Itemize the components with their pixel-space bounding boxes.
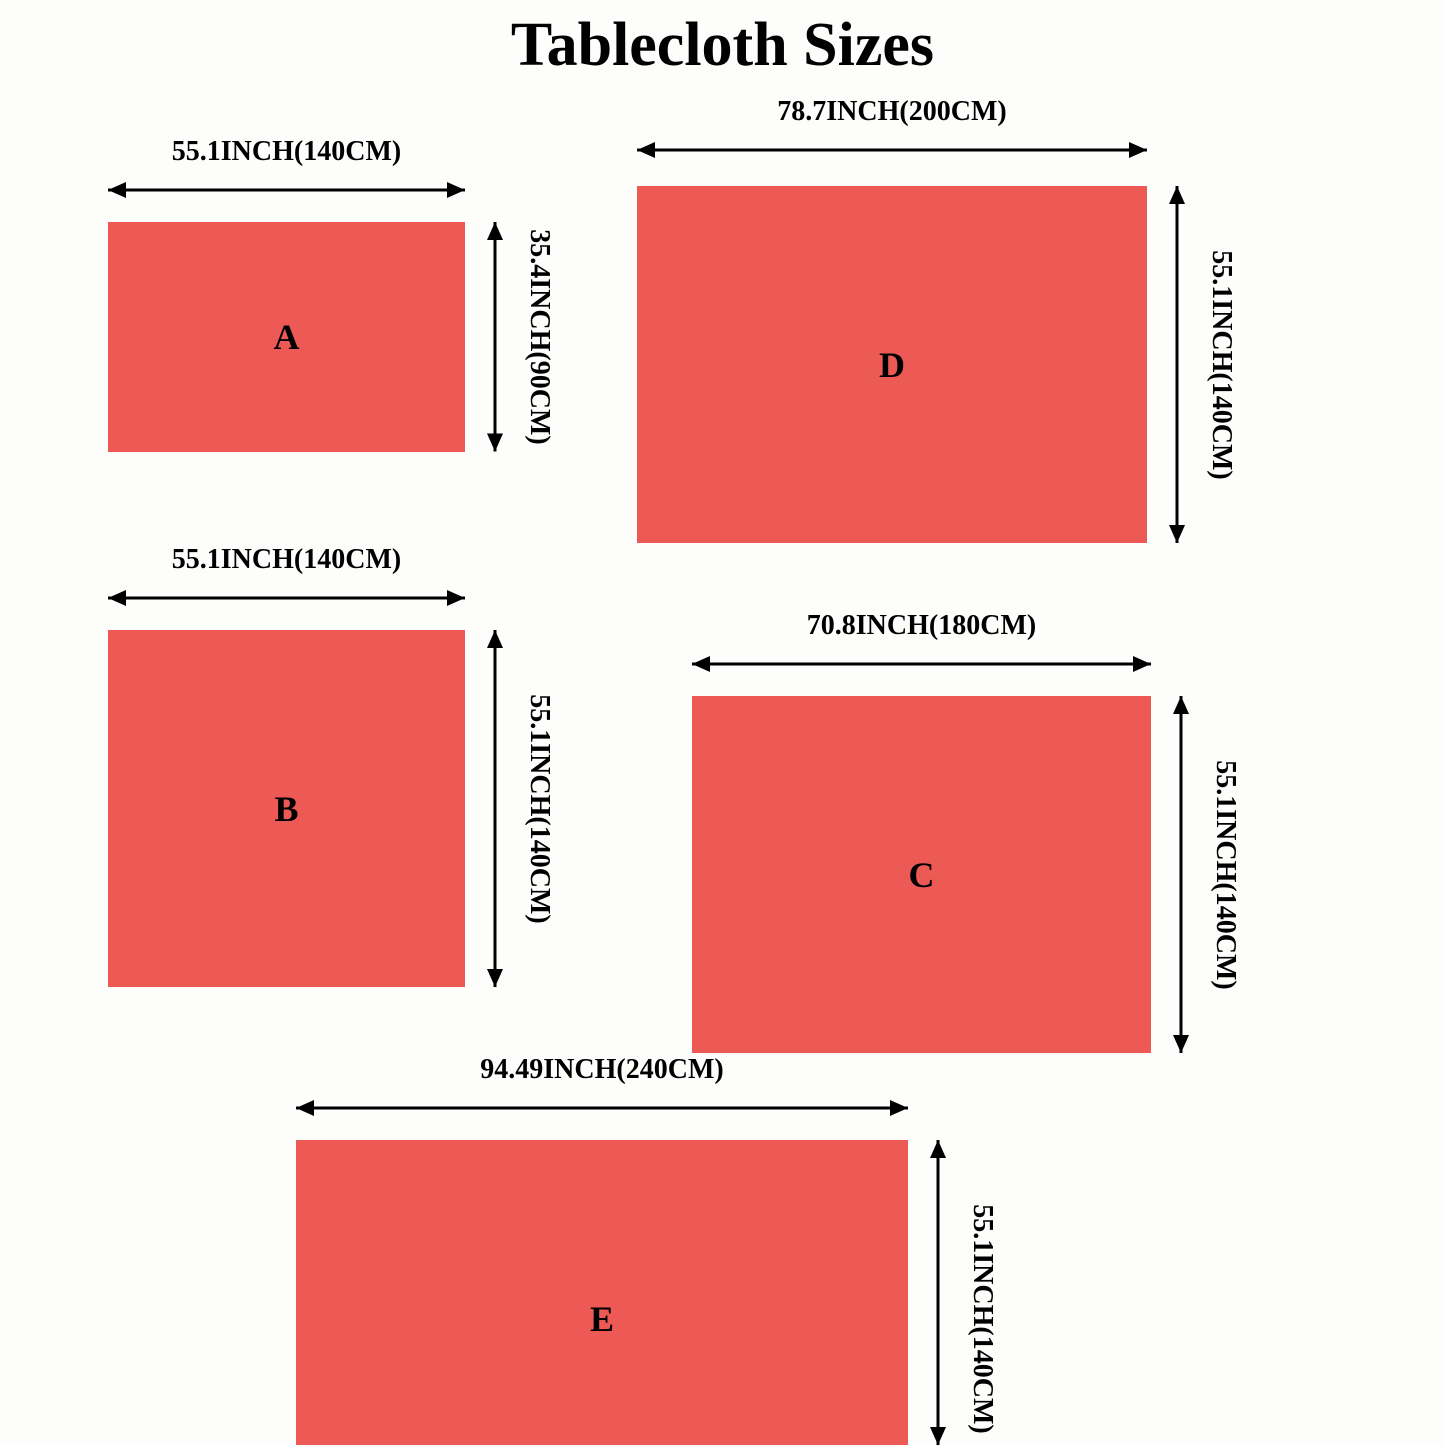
- size-letter-b: B: [274, 788, 298, 830]
- width-label-a: 55.1INCH(140CM): [172, 136, 401, 168]
- size-letter-e: E: [590, 1298, 614, 1340]
- size-diagram-canvas: Tablecloth Sizes A 55.1INCH(140CM) 35.4INC…: [0, 0, 1445, 1445]
- height-label-d: 55.1INCH(140CM): [1205, 250, 1237, 479]
- size-rect-e: [296, 1140, 908, 1445]
- size-letter-d: D: [879, 344, 905, 386]
- height-label-a: 35.4INCH(90CM): [523, 229, 555, 444]
- size-letter-c: C: [909, 854, 935, 896]
- width-label-e: 94.49INCH(240CM): [480, 1054, 723, 1086]
- height-label-e: 55.1INCH(140CM): [966, 1204, 998, 1433]
- size-letter-a: A: [274, 316, 300, 358]
- width-label-b: 55.1INCH(140CM): [172, 544, 401, 576]
- height-label-b: 55.1INCH(140CM): [523, 694, 555, 923]
- width-label-d: 78.7INCH(200CM): [777, 96, 1006, 128]
- width-label-c: 70.8INCH(180CM): [807, 610, 1036, 642]
- diagram-title: Tablecloth Sizes: [0, 10, 1445, 81]
- height-label-c: 55.1INCH(140CM): [1209, 760, 1241, 989]
